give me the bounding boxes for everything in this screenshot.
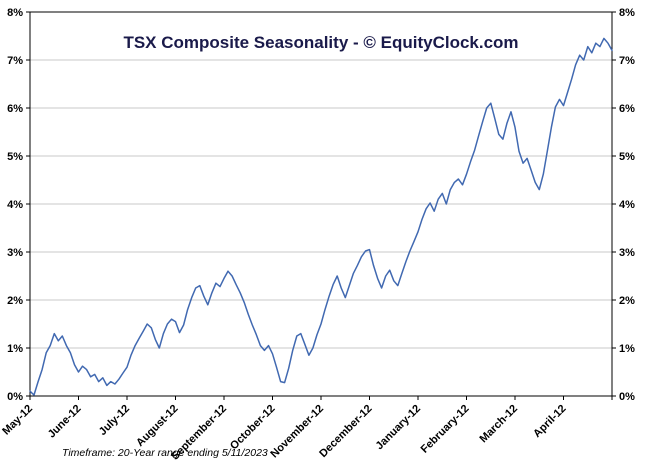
y-axis-label-left: 5% bbox=[7, 151, 23, 163]
y-axis-label-right: 0% bbox=[619, 391, 635, 403]
y-axis-label-right: 3% bbox=[619, 247, 635, 259]
y-axis-label-right: 2% bbox=[619, 295, 635, 307]
y-axis-label-right: 8% bbox=[619, 7, 635, 19]
y-axis-label-right: 1% bbox=[619, 343, 635, 355]
x-axis-label: March-12 bbox=[477, 403, 520, 446]
y-axis-label-right: 4% bbox=[619, 199, 635, 211]
y-axis-label-right: 7% bbox=[619, 55, 635, 67]
x-axis-label: October-12 bbox=[228, 403, 278, 453]
x-axis-label: May-12 bbox=[0, 403, 35, 438]
y-axis-label-left: 8% bbox=[7, 7, 23, 19]
x-axis-label: June-12 bbox=[46, 403, 84, 441]
x-axis-label: February-12 bbox=[419, 403, 472, 456]
x-axis-label: August-12 bbox=[134, 403, 181, 450]
y-axis-label-left: 3% bbox=[7, 247, 23, 259]
x-axis-label: April-12 bbox=[531, 403, 568, 440]
y-axis-label-left: 0% bbox=[7, 391, 23, 403]
y-axis-label-left: 4% bbox=[7, 199, 23, 211]
y-axis-label-left: 1% bbox=[7, 343, 23, 355]
timeframe-note: Timeframe: 20-Year range ending 5/11/202… bbox=[62, 447, 268, 459]
chart-title: TSX Composite Seasonality - © EquityCloc… bbox=[123, 33, 519, 52]
x-axis-label: July-12 bbox=[97, 403, 132, 438]
y-axis-label-right: 6% bbox=[619, 103, 635, 115]
y-axis-label-right: 5% bbox=[619, 151, 635, 163]
y-axis-label-left: 2% bbox=[7, 295, 23, 307]
y-axis-label-left: 7% bbox=[7, 55, 23, 67]
seasonality-line bbox=[29, 37, 613, 396]
y-axis-label-left: 6% bbox=[7, 103, 23, 115]
x-axis-label: January-12 bbox=[374, 403, 424, 453]
